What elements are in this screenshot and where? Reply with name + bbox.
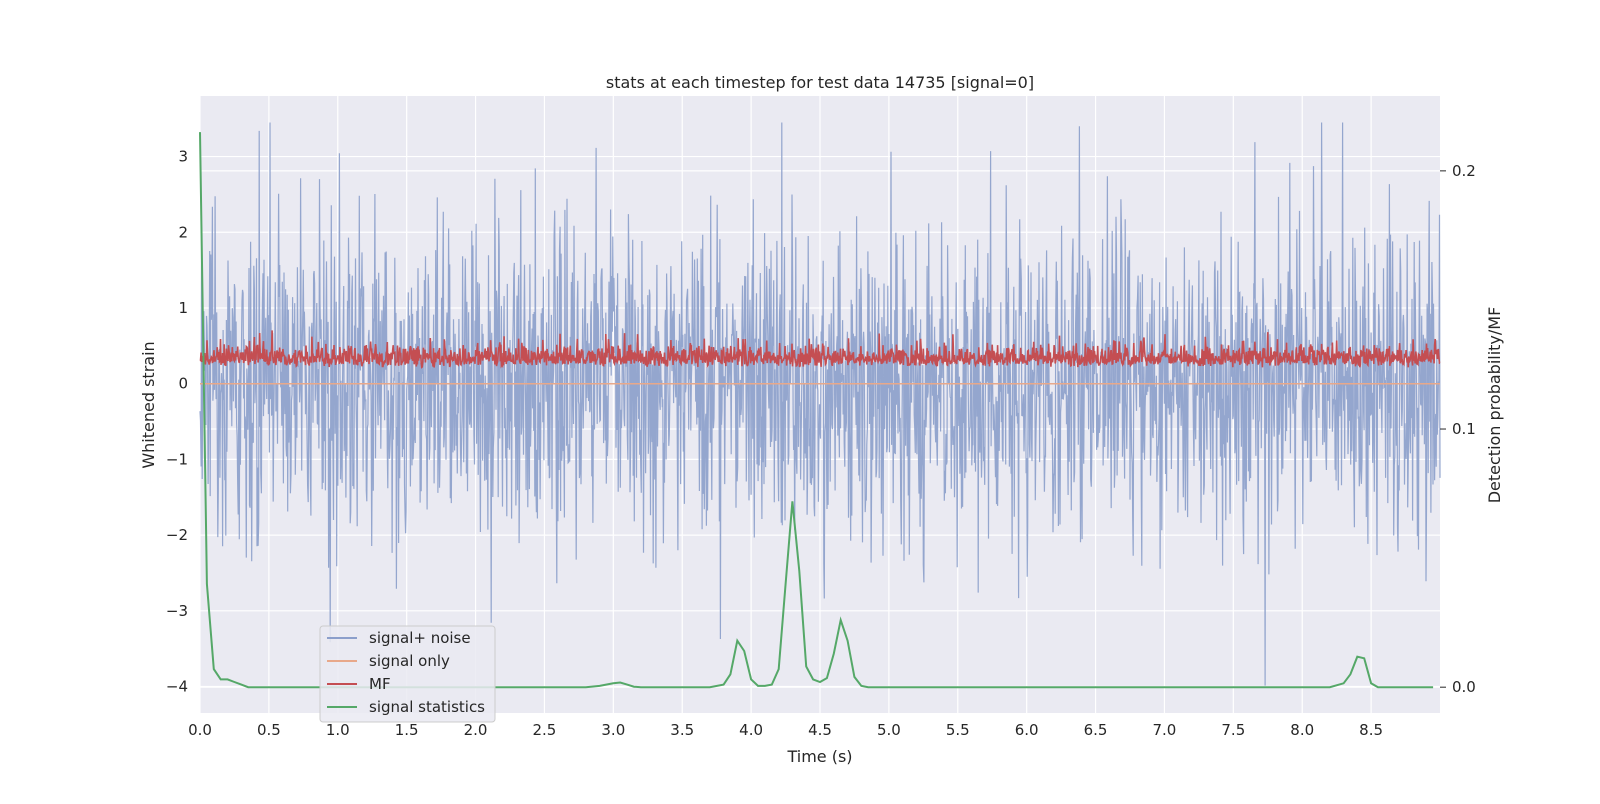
x-tick-label: 0.5 xyxy=(257,721,281,739)
x-tick-label: 1.5 xyxy=(395,721,419,739)
legend-box xyxy=(319,625,496,723)
legend-label-signal-noise: signal+ noise xyxy=(369,629,471,647)
y-tick-label: 1 xyxy=(178,299,188,317)
y-tick-label: 2 xyxy=(178,223,188,241)
legend: signal+ noise signal only MF signal stat… xyxy=(319,625,496,723)
x-tick-label: 2.0 xyxy=(464,721,488,739)
x-axis-ticks: 0.0 0.5 1.0 1.5 2.0 2.5 3.0 3.5 4.0 4.5 5.0 5.5 6.0 6… xyxy=(188,721,1383,739)
chart-title: stats at each timestep for test data 147… xyxy=(606,73,1034,92)
y-tick-label: −2 xyxy=(166,526,188,544)
x-tick-label: 5.0 xyxy=(877,721,901,739)
y2-axis-title: Detection probability/MF xyxy=(1485,307,1504,504)
x-tick-label: 4.0 xyxy=(739,721,763,739)
x-tick-label: 6.0 xyxy=(1015,721,1039,739)
y2-tick-label: 0.1 xyxy=(1452,420,1476,438)
series-layer xyxy=(199,122,1441,689)
legend-label-signal-only: signal only xyxy=(369,652,450,670)
x-tick-label: 8.5 xyxy=(1359,721,1383,739)
y-tick-label: −4 xyxy=(166,678,188,696)
y2-tick-label: 0.2 xyxy=(1452,162,1476,180)
x-tick-label: 7.0 xyxy=(1153,721,1177,739)
y-axis-title: Whitened strain xyxy=(139,341,158,468)
y-tick-label: −3 xyxy=(166,602,188,620)
x-tick-label: 6.5 xyxy=(1084,721,1108,739)
legend-label-mf: MF xyxy=(369,675,391,693)
x-tick-label: 5.5 xyxy=(946,721,970,739)
y-tick-label: −1 xyxy=(166,450,188,468)
x-tick-label: 4.5 xyxy=(808,721,832,739)
x-tick-label: 0.0 xyxy=(188,721,212,739)
x-tick-label: 1.0 xyxy=(326,721,350,739)
x-tick-label: 8.0 xyxy=(1290,721,1314,739)
x-tick-label: 7.5 xyxy=(1221,721,1245,739)
y2-tick-label: 0.0 xyxy=(1452,678,1476,696)
series-signal-noise-line xyxy=(199,122,1441,686)
y2-axis-ticks: 0.2 0.1 0.0 xyxy=(1440,162,1476,696)
legend-label-signal-statistics: signal statistics xyxy=(369,698,485,716)
x-tick-label: 3.5 xyxy=(670,721,694,739)
series-signal-statistics-line xyxy=(199,132,1434,689)
x-axis-title: Time (s) xyxy=(786,747,852,766)
series-mf-line xyxy=(199,330,1441,369)
x-tick-label: 3.0 xyxy=(601,721,625,739)
x-tick-label: 2.5 xyxy=(533,721,557,739)
y-tick-label: 3 xyxy=(178,148,188,166)
y-tick-label: 0 xyxy=(178,375,188,393)
y-axis-ticks: 3 2 1 0 −1 −2 −3 −4 xyxy=(166,148,188,696)
